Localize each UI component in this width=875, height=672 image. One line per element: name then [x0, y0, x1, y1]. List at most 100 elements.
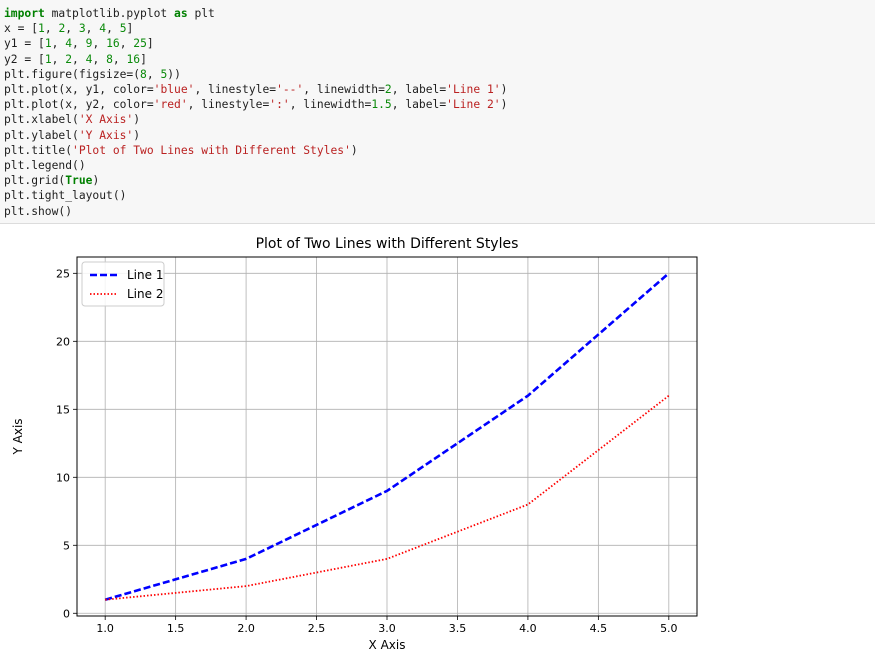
code-token: ,	[106, 22, 120, 35]
code-token: plt.grid(	[4, 174, 65, 187]
code-token: , linewidth=	[303, 83, 385, 96]
code-token: plt.plot(x, y2, color=	[4, 98, 154, 111]
x-tick-label: 4.0	[519, 622, 537, 635]
code-token: ))	[167, 68, 181, 81]
code-token: 1.5	[371, 98, 391, 111]
code-line: y2 = [1, 2, 4, 8, 16]	[4, 52, 147, 67]
code-token: as	[174, 7, 188, 20]
code-token: plt.show()	[4, 205, 72, 218]
code-token: 16	[127, 53, 141, 66]
code-token: ,	[72, 37, 86, 50]
code-line: plt.legend()	[4, 158, 86, 173]
code-token: ,	[72, 53, 86, 66]
code-token: y1 = [	[4, 37, 45, 50]
code-token: , label=	[392, 83, 446, 96]
output-area: 1.0 1.5 2.0 2.5 3.0 3.5 4.0 4.5 5.0 0 5 10 15 20 25 Pl…	[0, 225, 875, 668]
y-tick-label: 10	[56, 471, 70, 484]
code-token: 8	[140, 68, 147, 81]
x-axis-label: X Axis	[369, 638, 406, 652]
code-line: plt.plot(x, y2, color='red', linestyle='…	[4, 97, 507, 112]
code-token: 'Plot of Two Lines with Different Styles…	[72, 144, 351, 157]
y-tick-label: 20	[56, 335, 70, 348]
code-token: '--'	[276, 83, 303, 96]
y-tick-label: 5	[63, 539, 70, 552]
code-token: 'Line 2'	[446, 98, 500, 111]
code-token: ]	[127, 22, 134, 35]
code-token: 2	[385, 83, 392, 96]
y-axis-label: Y Axis	[11, 418, 25, 455]
code-cell[interactable]: import matplotlib.pyplot as plt x = [1, 2…	[0, 0, 875, 224]
code-line: plt.xlabel('X Axis')	[4, 112, 140, 127]
code-token: ]	[140, 53, 147, 66]
code-token: plt.title(	[4, 144, 72, 157]
code-token: ,	[45, 22, 59, 35]
code-token: 1	[45, 37, 52, 50]
code-token: )	[133, 113, 140, 126]
code-token: 8	[106, 53, 113, 66]
code-token: ,	[147, 68, 161, 81]
code-token: plt.figure(figsize=(	[4, 68, 140, 81]
code-token: 1	[38, 22, 45, 35]
ticks: 1.0 1.5 2.0 2.5 3.0 3.5 4.0 4.5 5.0 0 5 10 15 20 25	[56, 267, 678, 635]
code-token: matplotlib.pyplot	[45, 7, 174, 20]
code-token: 3	[79, 22, 86, 35]
code-line: plt.grid(True)	[4, 173, 99, 188]
x-tick-label: 3.0	[378, 622, 396, 635]
code-token: 25	[133, 37, 147, 50]
y-tick-label: 25	[56, 267, 70, 280]
code-token: ,	[92, 53, 106, 66]
legend: Line 1 Line 2	[82, 262, 164, 306]
code-token: ,	[92, 37, 106, 50]
legend-label-1: Line 1	[127, 268, 163, 282]
code-line: plt.title('Plot of Two Lines with Differ…	[4, 143, 358, 158]
code-token: , label=	[392, 98, 446, 111]
code-line: plt.tight_layout()	[4, 188, 126, 203]
code-token: 'Y Axis'	[79, 129, 133, 142]
code-token: )	[92, 174, 99, 187]
code-token: ,	[86, 22, 100, 35]
code-line: import matplotlib.pyplot as plt	[4, 6, 215, 21]
code-line: plt.show()	[4, 204, 72, 219]
code-token: 'X Axis'	[79, 113, 133, 126]
code-token: )	[133, 129, 140, 142]
code-token: plt.ylabel(	[4, 129, 79, 142]
code-token: plt.legend()	[4, 159, 86, 172]
code-token: , linewidth=	[290, 98, 372, 111]
code-line: x = [1, 2, 3, 4, 5]	[4, 21, 133, 36]
code-token: ,	[65, 22, 79, 35]
code-token: )	[501, 98, 508, 111]
code-token: ':'	[269, 98, 289, 111]
code-token: 16	[106, 37, 120, 50]
code-line: plt.plot(x, y1, color='blue', linestyle=…	[4, 82, 507, 97]
x-tick-label: 1.0	[96, 622, 114, 635]
x-tick-label: 5.0	[660, 622, 678, 635]
legend-label-2: Line 2	[127, 287, 163, 301]
code-token: ,	[52, 53, 66, 66]
code-token: y2 = [	[4, 53, 45, 66]
code-token: True	[65, 174, 92, 187]
code-token: 1	[45, 53, 52, 66]
x-tick-label: 4.5	[590, 622, 608, 635]
code-token: 'red'	[154, 98, 188, 111]
code-token: ,	[113, 53, 127, 66]
code-token: import	[4, 7, 45, 20]
code-token: 'blue'	[154, 83, 195, 96]
code-token: ,	[52, 37, 66, 50]
y-tick-label: 15	[56, 403, 70, 416]
x-tick-label: 2.5	[308, 622, 326, 635]
code-token: plt.plot(x, y1, color=	[4, 83, 154, 96]
code-token: )	[351, 144, 358, 157]
chart-title: Plot of Two Lines with Different Styles	[256, 236, 519, 252]
code-token: ]	[147, 37, 154, 50]
code-token: x = [	[4, 22, 38, 35]
y-tick-label: 0	[63, 607, 70, 620]
code-token: ,	[120, 37, 134, 50]
x-tick-label: 2.0	[237, 622, 255, 635]
code-token: )	[501, 83, 508, 96]
code-token: plt.tight_layout()	[4, 189, 126, 202]
code-line: y1 = [1, 4, 9, 16, 25]	[4, 36, 154, 51]
code-line: plt.ylabel('Y Axis')	[4, 128, 140, 143]
code-token: plt	[188, 7, 215, 20]
line-chart: 1.0 1.5 2.0 2.5 3.0 3.5 4.0 4.5 5.0 0 5 10 15 20 25 Pl…	[0, 225, 875, 668]
code-token: 'Line 1'	[446, 83, 500, 96]
